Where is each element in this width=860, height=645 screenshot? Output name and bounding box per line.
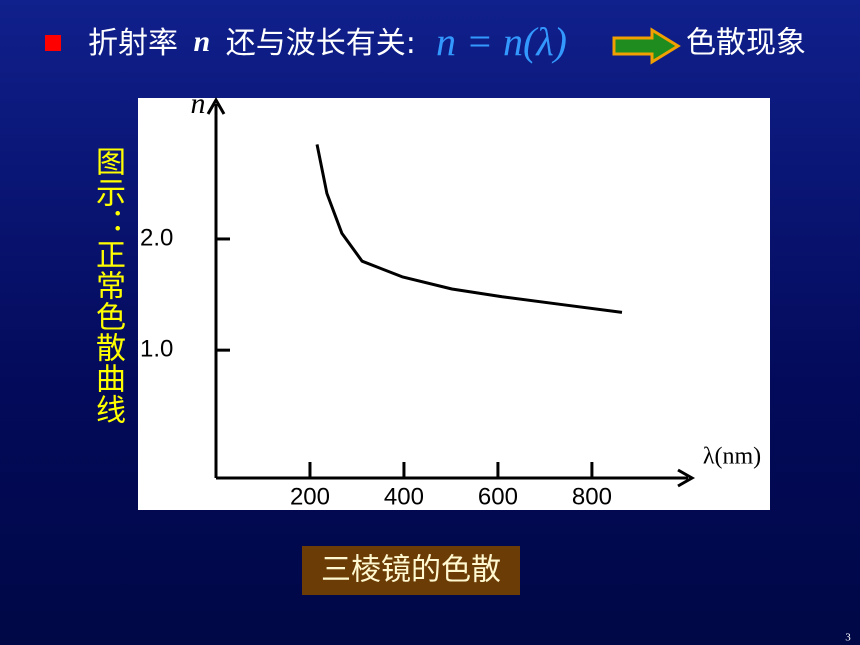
side-caption: 图示：正常色散曲线 — [90, 146, 125, 425]
heading-rest: 还与波长有关: — [226, 26, 416, 61]
y-tick-label: 2.0 — [140, 224, 173, 251]
y-tick-label: 1.0 — [140, 335, 173, 362]
x-tick-label: 200 — [290, 483, 330, 510]
curve — [315, 144, 623, 314]
arrow — [612, 27, 681, 65]
caption: 三棱镜的色散 — [321, 553, 501, 588]
x-tick-label: 600 — [478, 483, 518, 510]
x-tick-label: 400 — [384, 483, 424, 510]
caption-box — [302, 546, 520, 595]
heading-lead: 折射率 — [88, 26, 178, 61]
result: 色散现象 — [686, 26, 806, 61]
heading: 折射率 n 还与波长有关: — [88, 25, 416, 61]
x-tick-label: 800 — [572, 483, 612, 510]
x-axis-label: λ(nm) — [703, 444, 761, 470]
formula: n = n(λ) — [436, 19, 567, 64]
bullet — [45, 35, 61, 51]
page-number: 3 — [845, 632, 851, 644]
y-axis-label: n — [191, 87, 206, 120]
heading-symbol: n — [194, 25, 211, 58]
chart-area — [138, 98, 770, 510]
chart: n λ(nm) 1.0 2.0 200 400 600 800 — [140, 87, 761, 510]
x-arrow — [677, 468, 696, 488]
y-arrow — [206, 96, 226, 115]
